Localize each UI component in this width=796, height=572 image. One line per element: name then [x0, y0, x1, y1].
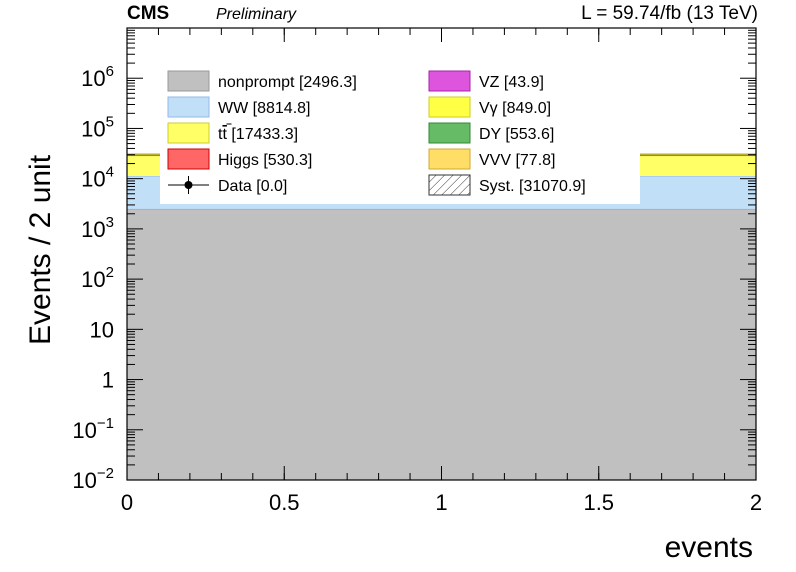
legend-swatch-Vgamma [428, 96, 471, 118]
legend-swatch-WW [167, 96, 210, 118]
legend-swatch-nonprompt [167, 70, 210, 92]
y-tick-label: 105 [81, 113, 114, 141]
x-tick-label: 1 [435, 490, 447, 515]
legend-label-Higgs: Higgs [530.3] [218, 152, 312, 169]
cms-label: CMS [127, 3, 170, 24]
x-tick-label: 0.5 [269, 490, 300, 515]
y-tick-label: 10−2 [72, 465, 114, 493]
legend-label-WW: WW [8814.8] [218, 100, 310, 117]
legend-label-Vgamma: Vγ [849.0] [479, 100, 551, 117]
legend: nonprompt [2496.3] WW [8814.8] tt [17433.3… [167, 70, 586, 196]
legend-syst-swatch [428, 174, 471, 196]
legend-swatch-VVV [428, 148, 471, 170]
y-tick-label: 10−1 [72, 415, 114, 443]
legend-label-syst: Syst. [31070.9] [479, 178, 586, 195]
legend-label-VZ: VZ [43.9] [479, 74, 544, 91]
y-tick-label: 102 [81, 264, 114, 292]
y-tick-label: 106 [81, 63, 114, 91]
legend-data-marker [184, 181, 193, 189]
legend-label-DY: DY [553.6] [479, 126, 554, 143]
axes: 0 0.5 1 1.5 2 10−2 10−1 1 10 102 103 104 105 106 [72, 28, 762, 515]
preliminary-label: Preliminary [216, 6, 297, 23]
y-axis-label: Events / 2 unit [24, 154, 57, 345]
y-tick-label: 10 [90, 317, 114, 342]
x-tick-label: 0 [121, 490, 133, 515]
luminosity-label: L = 59.74/fb (13 TeV) [581, 3, 758, 24]
legend-label-data: Data [0.0] [218, 178, 287, 195]
legend-swatch-Higgs [167, 148, 210, 170]
y-tick-label: 103 [81, 214, 114, 242]
y-tick-label: 1 [102, 368, 114, 393]
legend-label-ttbar: tt [17433.3] [218, 126, 298, 143]
legend-label-nonprompt: nonprompt [2496.3] [218, 74, 357, 91]
legend-swatch-ttbar [167, 122, 210, 144]
x-tick-label: 2 [750, 490, 762, 515]
legend-swatch-DY [428, 122, 471, 144]
x-tick-label: 1.5 [583, 490, 614, 515]
bar-nonprompt [127, 208, 756, 480]
x-axis-label: events [665, 531, 753, 564]
legend-label-VVV: VVV [77.8] [479, 152, 556, 169]
legend-background [160, 63, 640, 204]
y-tick-label: 104 [81, 164, 114, 192]
legend-swatch-VZ [428, 70, 471, 92]
